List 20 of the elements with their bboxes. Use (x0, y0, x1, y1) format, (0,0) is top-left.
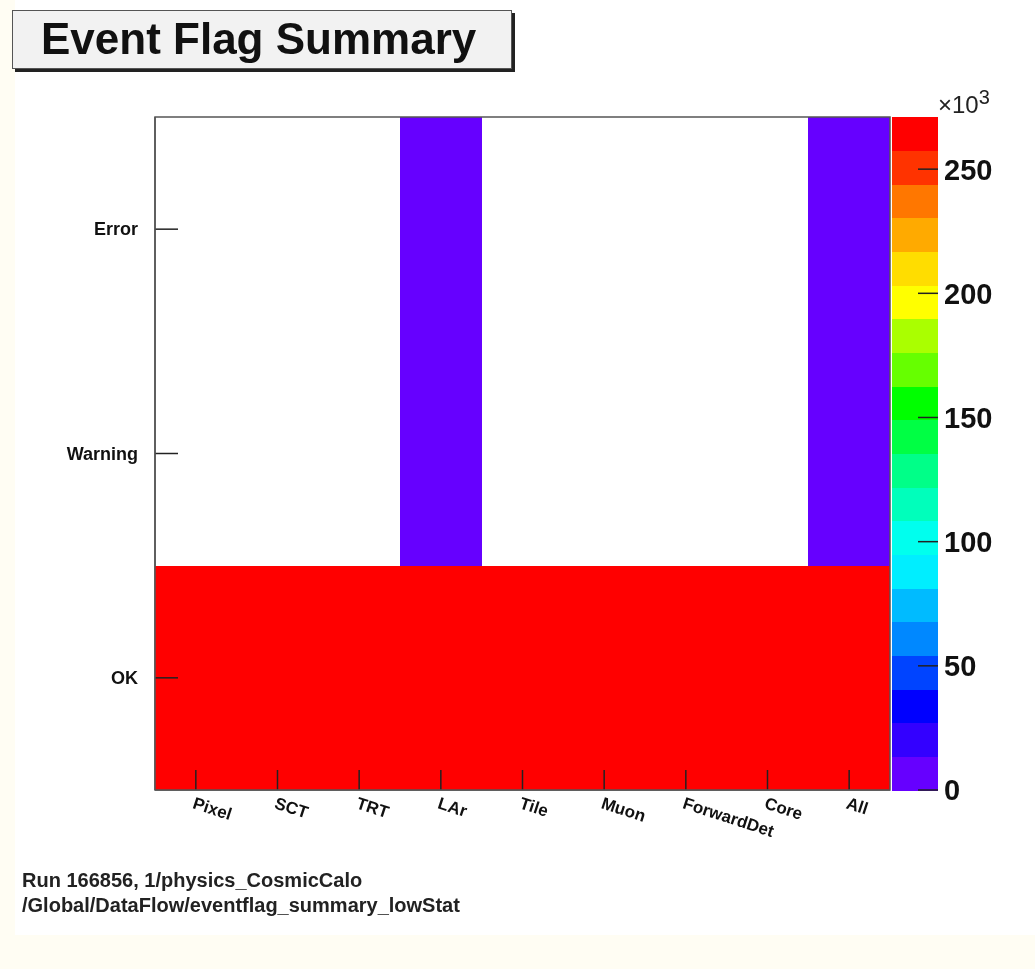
text: Run 166856, 1/physics_CosmicCalo (22, 868, 363, 892)
color-bar-title: ×10$^{3}$ (938, 85, 990, 118)
color-bar-label: 200 (944, 277, 993, 310)
x-tick-label: SCT (272, 793, 312, 823)
x-tick-label: All (843, 793, 871, 819)
x-tick-label: Pixel (190, 793, 235, 825)
x-tick-label: TRT (353, 793, 392, 823)
color-bar-label: 50 (944, 650, 977, 683)
chart-title: Event Flag Summary (12, 10, 512, 69)
x-tick-label: Tile (517, 793, 551, 821)
color-bar-label: 150 (944, 401, 993, 434)
y-tick-label: Warning (66, 443, 138, 464)
color-bar-label: 0 (944, 774, 961, 807)
y-tick-label: OK (111, 668, 138, 689)
x-tick-label: Muon (598, 793, 648, 826)
color-bar-label: 100 (944, 526, 993, 559)
y-tick-label: Error (93, 219, 138, 240)
x-tick-label: LAr (435, 793, 470, 821)
text: /Global/DataFlow/eventflag_summary_lowStat (22, 893, 460, 917)
color-bar-label: 250 (944, 153, 993, 186)
